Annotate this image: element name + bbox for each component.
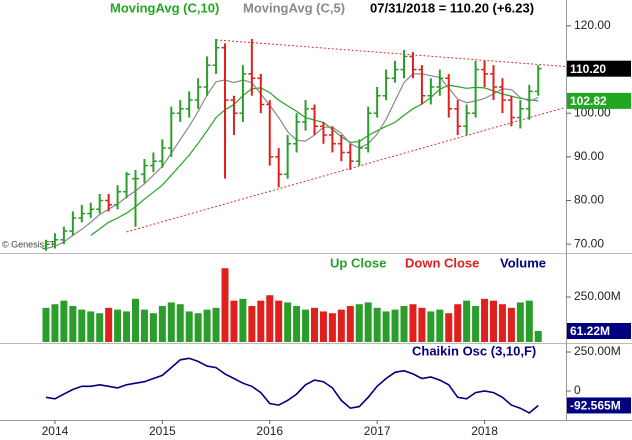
volume-bar [391,309,399,342]
volume-bar [302,309,310,342]
legend-up: Up Close [330,255,386,270]
last-volume-label: 61.22M [570,324,610,338]
volume-bar [364,302,372,342]
volume-bar [481,298,489,342]
volume-bar [311,307,318,342]
y-tick-label: 250.00M [574,344,621,358]
volume-bar [51,304,59,342]
last-chaikin-label-box [567,397,631,414]
volume-bar [239,298,247,342]
volume-bar [87,311,95,342]
volume-bar [230,300,238,342]
volume-bar [337,309,345,342]
volume-bar [132,298,139,342]
volume-bar [176,304,184,342]
volume-bar [445,313,453,342]
y-tick-label: 0 [574,383,581,397]
volume-bar [373,307,381,342]
ma-label-box [567,92,631,109]
volume-bar [507,307,515,342]
volume-bar [498,304,506,342]
volume-bar [114,309,122,342]
volume-bar [167,302,175,342]
ma-label: 102.82 [570,94,607,108]
volume-bar [418,307,426,342]
volume-bar [472,306,480,342]
volume-bar [248,306,256,342]
chaikin-line [45,357,539,414]
moving-average [45,73,539,250]
volume-bar [525,300,533,342]
legend-ma5: MovingAvg (C,5) [243,0,345,15]
volume-bar [516,302,524,342]
volume-bar [266,295,274,342]
y-tick-label: 90.00 [574,149,604,163]
volume-bar [490,300,497,342]
volume-bar [534,330,542,342]
volume-bar [194,313,202,342]
y-tick-label: 250.00M [574,289,621,303]
y-tick-label: 120.00 [574,18,611,32]
volume-bar [284,302,292,342]
volume-bar [221,268,229,342]
last-price-label: 110.20 [570,62,606,76]
volume-bar [140,309,148,342]
x-tick-label: 2015 [149,424,176,438]
x-tick-label: 2018 [471,424,498,438]
volume-bar [436,309,444,342]
watermark: © GenesisFT [2,239,56,249]
volume-bar [60,300,68,342]
last-price-label-box [567,60,631,77]
volume-bar [463,300,471,342]
x-tick-label: 2017 [364,424,391,438]
legend-chaikin: Chaikin Osc (3,10,F) [412,343,536,358]
volume-bar [382,311,390,342]
volume-bar [212,307,220,342]
volume-bar [42,307,50,342]
volume-bar [78,309,86,342]
x-tick-label: 2014 [42,424,69,438]
volume-bar [427,311,435,342]
volume-bar [96,313,104,342]
x-tick-label: 2016 [256,424,283,438]
legend-down: Down Close [405,255,479,270]
legend-ma10: MovingAvg (C,10) [110,0,219,15]
volume-bar [355,304,363,342]
volume-bar [158,306,166,342]
volume-bar [409,304,417,342]
volume-bar [454,304,462,342]
y-tick-label: 70.00 [574,236,604,250]
volume-bar [346,306,354,342]
last-chaikin-label: -92.565M [570,399,621,413]
volume-bar [203,309,211,342]
volume-bar [293,306,301,342]
volume-bar [105,307,113,342]
y-tick-label: 80.00 [574,193,604,207]
legend-volume: Volume [500,255,546,270]
volume-bar [69,306,77,342]
quote-header: 07/31/2018 = 110.20 (+6.23) [370,0,534,15]
volume-bar [400,306,408,342]
volume-bar [328,313,336,342]
volume-bar [123,311,131,342]
last-volume-label-box [567,322,631,339]
volume-bar [275,300,283,342]
volume-bar [257,300,265,342]
volume-bar [319,311,327,342]
volume-bar [185,311,193,342]
volume-bar [149,313,157,342]
